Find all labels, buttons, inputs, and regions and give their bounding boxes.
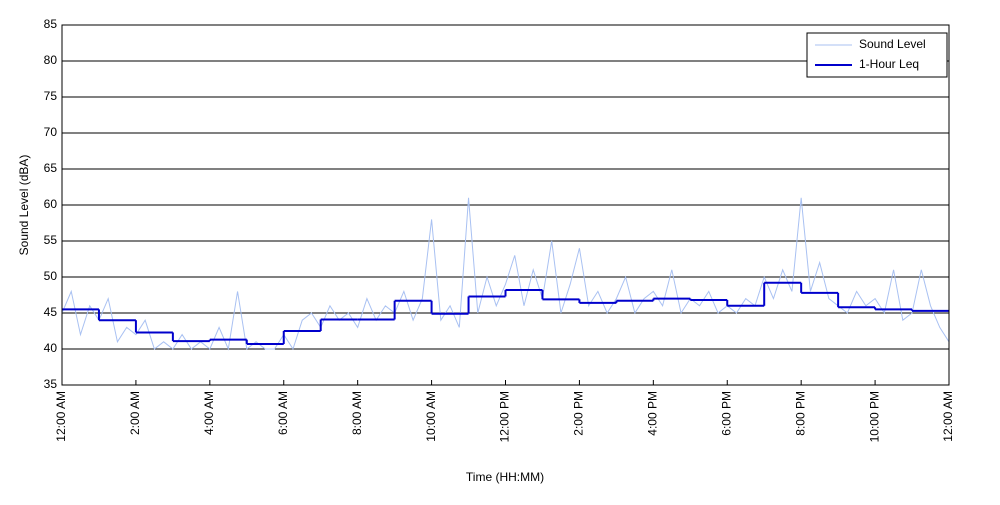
legend-label: Sound Level [859, 37, 926, 51]
legend-label: 1-Hour Leq [859, 57, 919, 71]
x-tick-label: 8:00 AM [350, 391, 364, 435]
y-tick-label: 35 [44, 377, 58, 391]
x-tick-label: 10:00 AM [424, 391, 438, 442]
y-tick-label: 80 [44, 53, 58, 67]
legend-box [806, 32, 948, 78]
x-tick-label: 2:00 PM [572, 391, 586, 436]
y-axis-label: Sound Level (dBA) [17, 155, 31, 256]
y-tick-label: 50 [44, 269, 58, 283]
plot-frame [61, 24, 950, 386]
sound-level-line [61, 197, 950, 351]
y-tick-label: 85 [44, 17, 58, 31]
x-tick-label: 4:00 PM [646, 391, 660, 436]
y-tick-label: 45 [44, 305, 58, 319]
x-tick-label: 8:00 PM [793, 391, 807, 436]
x-tick-label: 2:00 AM [128, 391, 142, 435]
x-tick-label: 12:00 AM [941, 391, 955, 442]
y-tick-label: 40 [44, 341, 58, 355]
x-tick-label: 6:00 AM [276, 391, 290, 435]
y-tick-label: 65 [44, 161, 58, 175]
x-tick-label: 12:00 AM [54, 391, 68, 442]
y-tick-label: 70 [44, 125, 58, 139]
y-tick-label: 55 [44, 233, 58, 247]
y-tick-label: 60 [44, 197, 58, 211]
y-tick-label: 75 [44, 89, 58, 103]
x-axis-label: Time (HH:MM) [466, 470, 544, 484]
x-tick-label: 6:00 PM [719, 391, 733, 436]
x-tick-label: 12:00 PM [498, 391, 512, 442]
x-tick-label: 10:00 PM [867, 391, 881, 442]
x-tick-label: 4:00 AM [202, 391, 216, 435]
